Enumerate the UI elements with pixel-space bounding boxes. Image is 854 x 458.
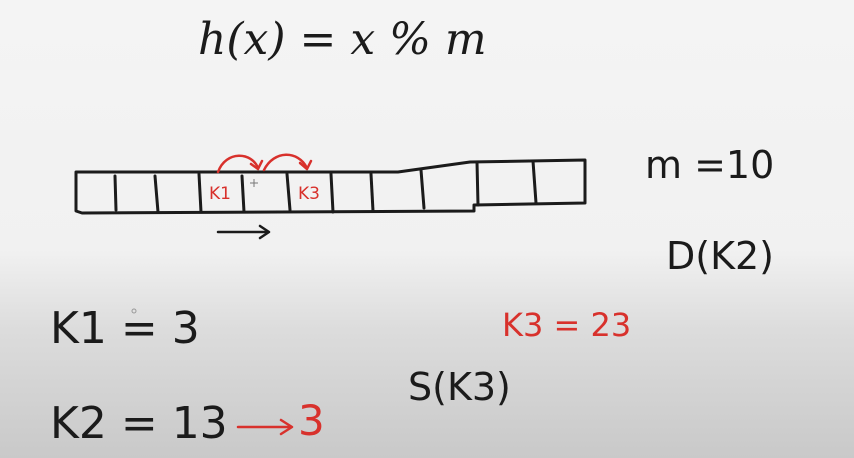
key-k3: K3 = 23 — [502, 306, 632, 344]
k2-arrow-head — [279, 418, 294, 436]
search-operation: S(K3) — [408, 365, 511, 409]
cell-divider — [197, 172, 203, 214]
key-k2: K2 = 13 — [50, 398, 228, 449]
cell-divider — [419, 168, 426, 210]
cell-divider — [153, 174, 160, 214]
cell-divider — [113, 174, 118, 212]
key-k2-hash-result: 3 — [298, 396, 325, 445]
table-size-label: m =10 — [645, 143, 775, 187]
direction-arrow-head — [258, 224, 271, 240]
delete-operation: D(K2) — [666, 234, 775, 278]
hash-formula: h(x) = x % m — [198, 14, 487, 65]
cell-divider — [475, 160, 480, 207]
cell-divider — [285, 172, 292, 212]
key-k1: K1 = 3 — [50, 303, 200, 354]
table-slot-k1: K1 — [209, 184, 231, 204]
cell-divider — [329, 172, 335, 214]
table-slot-k3: K3 — [298, 184, 320, 204]
probe-arc-head — [249, 159, 264, 171]
probe-arc — [262, 153, 309, 172]
table-outline — [74, 158, 587, 215]
cell-divider — [531, 159, 538, 205]
cell-divider — [240, 174, 246, 214]
probe-arc-head — [298, 159, 313, 171]
cell-divider — [369, 172, 375, 213]
probe-arc — [216, 154, 260, 174]
